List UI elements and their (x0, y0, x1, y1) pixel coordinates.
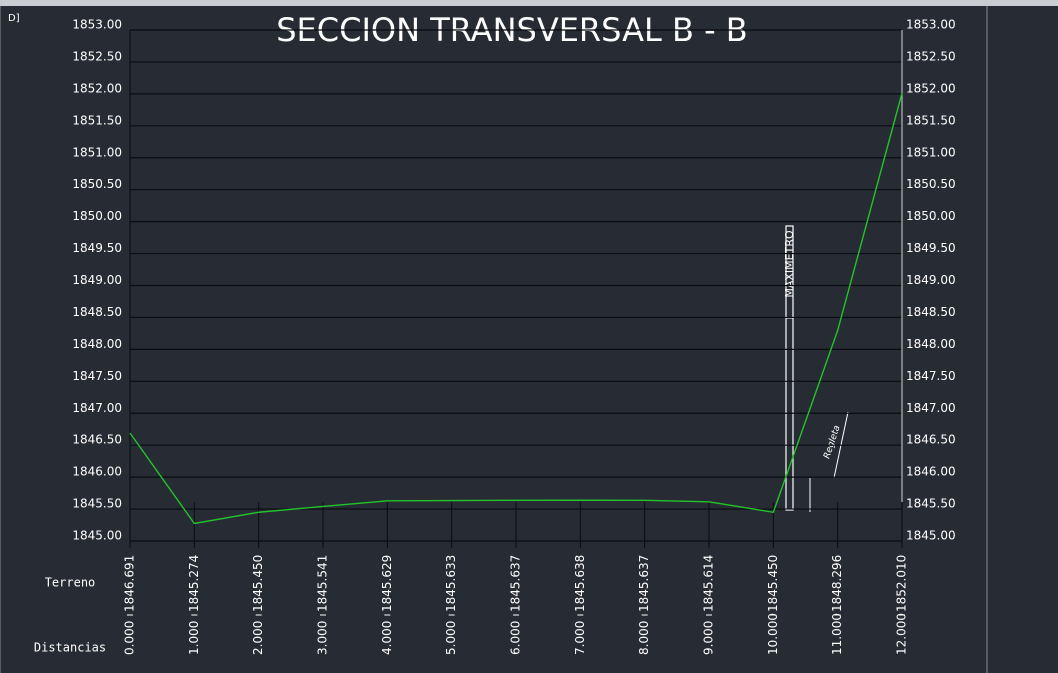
y2-tick-label: 1850.50 (906, 177, 956, 191)
y2-tick-label: 1851.00 (906, 145, 956, 159)
terrain-label: 1845.450 (251, 555, 265, 612)
y-tick-label: 1847.00 (72, 401, 122, 415)
y-tick-label: 1848.00 (72, 337, 122, 351)
terrain-label: 1845.274 (187, 555, 201, 612)
x-tick-label: 8.000 (637, 621, 651, 655)
y-tick-label: 1846.50 (72, 433, 122, 447)
terrain-label: 1845.638 (573, 555, 587, 612)
y-tick-label: 1845.00 (72, 529, 122, 543)
terrain-label: 1845.541 (316, 555, 330, 612)
x-tick-label: 6.000 (509, 621, 523, 655)
y2-tick-label: 1846.00 (906, 465, 956, 479)
y-tick-label: 1849.00 (72, 273, 122, 287)
y2-tick-label: 1848.00 (906, 337, 956, 351)
y2-tick-label: 1849.00 (906, 273, 956, 287)
y-tick-label: 1850.00 (72, 209, 122, 223)
y2-tick-label: 1847.00 (906, 401, 956, 415)
x-tick-label: 2.000 (251, 621, 265, 655)
y2-tick-label: 1845.00 (906, 529, 956, 543)
terrain-label: 1845.637 (637, 555, 651, 612)
y2-tick-label: 1849.50 (906, 241, 956, 255)
y2-tick-label: 1850.00 (906, 209, 956, 223)
y-tick-label: 1849.50 (72, 241, 122, 255)
corner-label: D] (8, 13, 20, 24)
terrain-label: 1845.637 (509, 555, 523, 612)
terrain-label: 1845.614 (702, 555, 716, 612)
y2-tick-label: 1852.50 (906, 49, 956, 63)
y-tick-label: 1846.00 (72, 465, 122, 479)
y-tick-label: 1852.00 (72, 81, 122, 95)
y2-tick-label: 1848.50 (906, 305, 956, 319)
terrain-label: 1852.010 (895, 555, 909, 612)
y-tick-label: 1850.50 (72, 177, 122, 191)
x-axis-label: Distancias (34, 641, 106, 655)
y2-tick-label: 1846.50 (906, 433, 956, 447)
y-tick-label: 1847.50 (72, 369, 122, 383)
y2-tick-label: 1845.50 (906, 497, 956, 511)
y2-tick-label: 1851.50 (906, 113, 956, 127)
x-tick-label: 1.000 (187, 621, 201, 655)
terrain-line (129, 93, 903, 525)
y-tick-label: 1848.50 (72, 305, 122, 319)
terrain-label: 1846.691 (123, 555, 137, 612)
terrain-label: 1845.629 (380, 555, 394, 612)
x-tick-label: 7.000 (573, 621, 587, 655)
x-tick-label: 4.000 (380, 621, 394, 655)
x-tick-label: 12.000 (895, 613, 909, 655)
x-tick-label: 10.000 (766, 613, 780, 655)
y-tick-label: 1851.50 (72, 113, 122, 127)
x-tick-label: 3.000 (316, 621, 330, 655)
terrain-label: 1845.450 (766, 555, 780, 612)
x-tick-label: 9.000 (702, 621, 716, 655)
y-tick-label: 1852.50 (72, 49, 122, 63)
row-label: Terreno (45, 576, 96, 590)
maximetro-gauge (785, 225, 794, 511)
maximetro-label: MAXIMETRO (783, 230, 796, 298)
x-tick-label: 11.000 (830, 613, 844, 655)
y2-tick-label: 1847.50 (906, 369, 956, 383)
y-tick-label: 1845.50 (72, 497, 122, 511)
y2-tick-label: 1852.00 (906, 81, 956, 95)
terrain-label: 1848.296 (830, 555, 844, 612)
terrain-label: 1845.633 (444, 555, 458, 612)
y-tick-label: 1853.00 (72, 18, 122, 32)
x-tick-label: 5.000 (444, 621, 458, 655)
x-tick-label: 0.000 (123, 621, 137, 655)
top-strip (0, 0, 1058, 6)
y2-tick-label: 1853.00 (906, 18, 956, 32)
y-tick-label: 1851.00 (72, 145, 122, 159)
